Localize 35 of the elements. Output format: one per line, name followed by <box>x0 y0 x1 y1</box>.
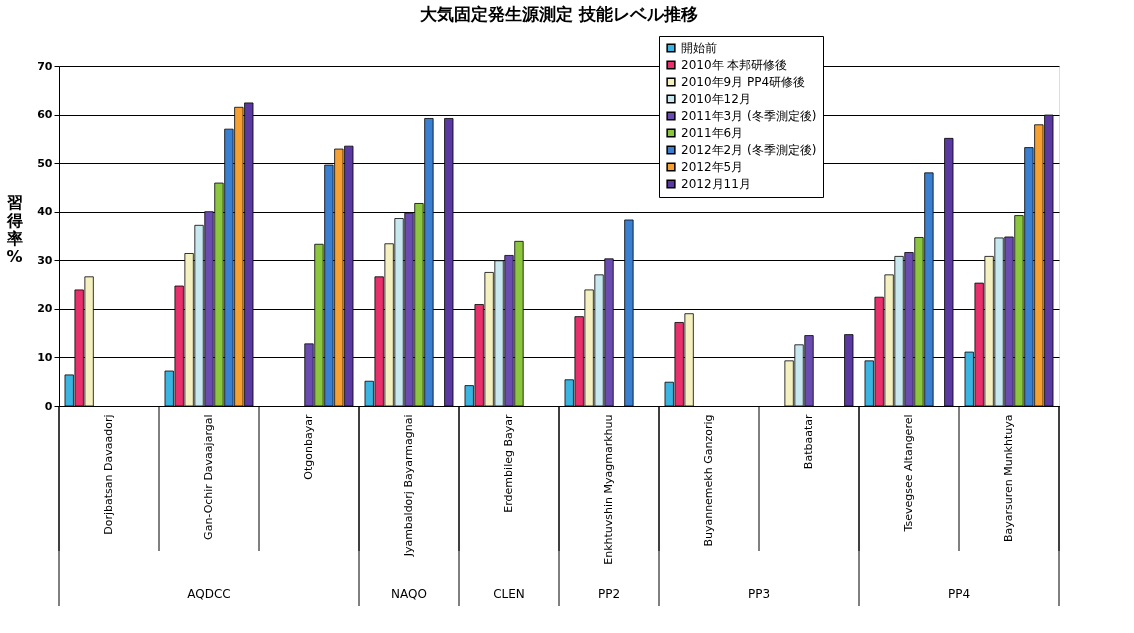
x-tick-label: Tsevegsee Altangerel <box>902 414 915 533</box>
y-tick-label: 70 <box>37 59 53 73</box>
y-tick-label: 30 <box>37 253 53 267</box>
x-tick-label: Batbaatar <box>802 414 815 470</box>
legend-label: 2011年6月 <box>681 126 744 140</box>
y-axis-title: 習得率 % <box>5 192 23 266</box>
y-tick-label: 40 <box>37 205 53 219</box>
x-tick-label: Otgonbayar <box>302 414 315 480</box>
x-tick-label: Buyannemekh Ganzorig <box>702 414 715 547</box>
chart-title: 大気固定発生源測定 技能レベル推移 <box>420 3 698 24</box>
y-tick-label: 60 <box>37 108 53 122</box>
y-tick-label: 10 <box>37 350 53 364</box>
legend-label: 2010年 本邦研修後 <box>681 58 788 72</box>
y-tick-label: 0 <box>44 399 53 413</box>
legend-label: 2012月11月 <box>681 177 751 191</box>
text: CLEN <box>493 587 525 601</box>
y-tick-label: 50 <box>37 156 53 170</box>
legend-label: 2010年12月 <box>681 92 751 106</box>
x-tick-label: Enkhtuvshin Myagmarkhuu <box>602 414 615 565</box>
text: NAQO <box>391 587 427 601</box>
legend-label: 2011年3月 (冬季測定後) <box>681 109 817 123</box>
legend-label: 2010年9月 PP4研修後 <box>681 75 806 89</box>
text: PP4 <box>947 587 971 601</box>
x-tick-label: Gan-Ochir Davaajargal <box>202 414 215 540</box>
text: PP2 <box>597 587 621 601</box>
x-tick-label: Erdembileg Bayar <box>502 414 515 513</box>
x-tick-label: Bayarsuren Munkhtuya <box>1002 414 1015 543</box>
legend-label: 2012年2月 (冬季測定後) <box>681 143 817 157</box>
y-tick-label: 20 <box>37 302 53 316</box>
legend-label: 2012年5月 <box>681 160 744 174</box>
text: PP3 <box>747 587 771 601</box>
text: AQDCC <box>187 587 231 601</box>
x-tick-label: Dorjbatsan Davaadorj <box>102 414 115 535</box>
x-tick-label: Jyambaldorj Bayarmagnai <box>402 414 415 558</box>
legend-label: 開始前 <box>681 41 717 55</box>
